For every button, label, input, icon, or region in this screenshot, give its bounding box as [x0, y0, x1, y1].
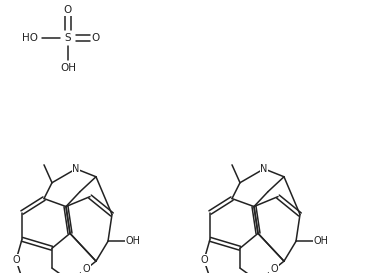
Text: N: N — [260, 164, 268, 174]
Text: OH: OH — [126, 236, 141, 246]
Text: HO: HO — [22, 33, 38, 43]
Text: OH: OH — [60, 62, 76, 73]
Text: O: O — [64, 5, 72, 15]
Text: O: O — [92, 33, 100, 43]
Text: O: O — [82, 264, 90, 274]
Text: S: S — [65, 33, 71, 43]
Text: OH: OH — [314, 236, 329, 246]
Text: N: N — [72, 164, 80, 174]
Text: O: O — [12, 255, 20, 265]
Text: O: O — [200, 255, 208, 265]
Text: O: O — [270, 264, 278, 274]
